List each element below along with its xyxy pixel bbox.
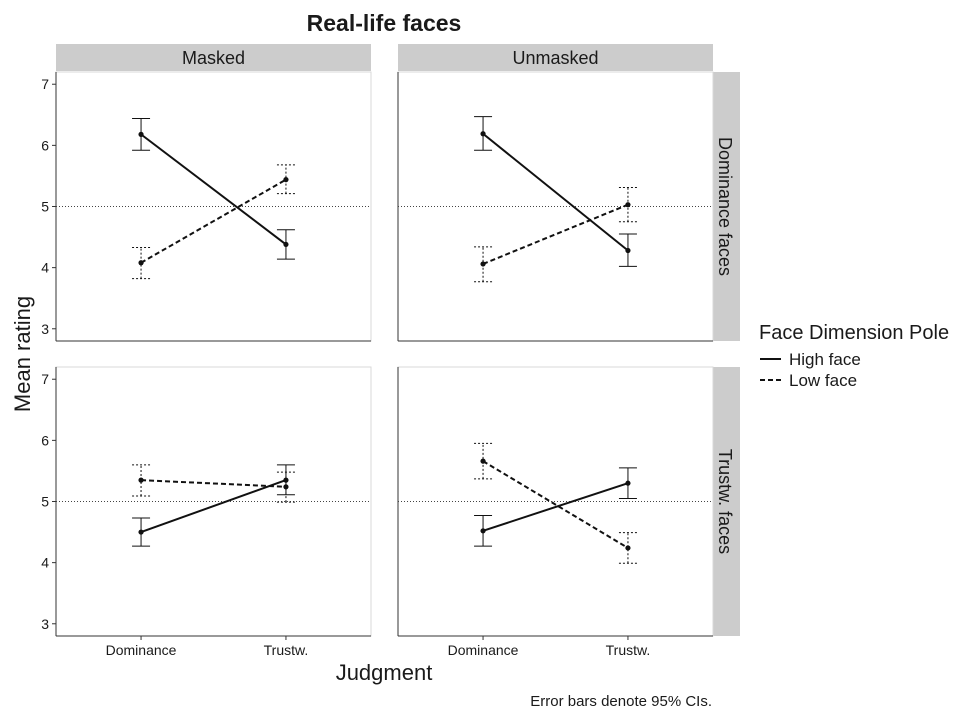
row-strip-label: Trustw. faces: [715, 449, 735, 554]
y-tick-label: 3: [41, 321, 49, 337]
data-point: [625, 247, 631, 254]
y-tick-label: 6: [41, 137, 49, 153]
legend-label: High face: [789, 350, 861, 369]
row-strip: [713, 72, 740, 341]
data-point: [625, 545, 631, 551]
chart-title: Real-life faces: [307, 10, 462, 36]
legend: High face Low face: [760, 350, 861, 390]
y-tick-label: 4: [41, 555, 49, 571]
series-line: [140, 479, 287, 534]
x-tick-label: Dominance: [448, 642, 519, 658]
series-line: [482, 460, 629, 549]
y-tick-label: 6: [41, 432, 49, 448]
series-line: [482, 203, 629, 265]
y-tick-label: 3: [41, 616, 49, 632]
row-strip-label: Dominance faces: [715, 137, 735, 276]
panel-frame: [55, 71, 372, 342]
legend-title: Face Dimension Pole: [759, 322, 949, 344]
legend-label: Low face: [789, 371, 857, 390]
data-point: [138, 529, 144, 535]
x-tick-label: Trustw.: [606, 642, 651, 658]
data-point: [138, 477, 144, 483]
y-tick-label: 5: [41, 199, 49, 215]
y-tick-label: 7: [41, 76, 49, 92]
column-strip: [56, 44, 371, 71]
column-strip: [398, 44, 713, 71]
y-tick-label: 7: [41, 371, 49, 387]
data-point: [480, 131, 486, 137]
x-tick-label: Dominance: [106, 642, 177, 658]
x-axis-label: Judgment: [336, 660, 433, 685]
data-point: [625, 480, 631, 486]
column-strip-label: Unmasked: [512, 48, 598, 68]
x-tick-label: Trustw.: [264, 642, 309, 658]
y-tick-label: 5: [41, 494, 49, 510]
y-axis-label: Mean rating: [10, 296, 35, 412]
data-point: [138, 131, 144, 137]
data-point: [283, 484, 289, 490]
data-point: [283, 477, 289, 483]
data-point: [625, 202, 631, 208]
y-tick-label: 4: [41, 260, 49, 276]
series-line: [482, 482, 629, 532]
caption: Error bars denote 95% CIs.: [530, 693, 712, 710]
column-strip-label: Masked: [182, 48, 245, 68]
data-point: [480, 261, 486, 267]
row-strip: [713, 367, 740, 636]
panel-frame: [55, 366, 372, 637]
data-point: [138, 260, 144, 266]
data-point: [480, 528, 486, 534]
series-line: [140, 133, 287, 246]
data-point: [480, 458, 486, 464]
series-line: [482, 132, 629, 252]
panel-frame: [397, 71, 714, 342]
panel-frame: [397, 366, 714, 637]
data-point: [283, 241, 289, 248]
series-line: [141, 479, 286, 488]
data-point: [283, 177, 289, 183]
series-line: [140, 178, 287, 264]
